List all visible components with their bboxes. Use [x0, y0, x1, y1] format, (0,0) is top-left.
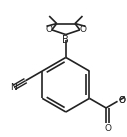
- Text: B: B: [62, 35, 69, 45]
- Text: O: O: [119, 96, 126, 105]
- Text: O: O: [80, 25, 87, 34]
- Text: N: N: [10, 83, 17, 92]
- Text: O: O: [45, 25, 52, 34]
- Text: O: O: [104, 124, 111, 133]
- Text: O: O: [119, 96, 126, 105]
